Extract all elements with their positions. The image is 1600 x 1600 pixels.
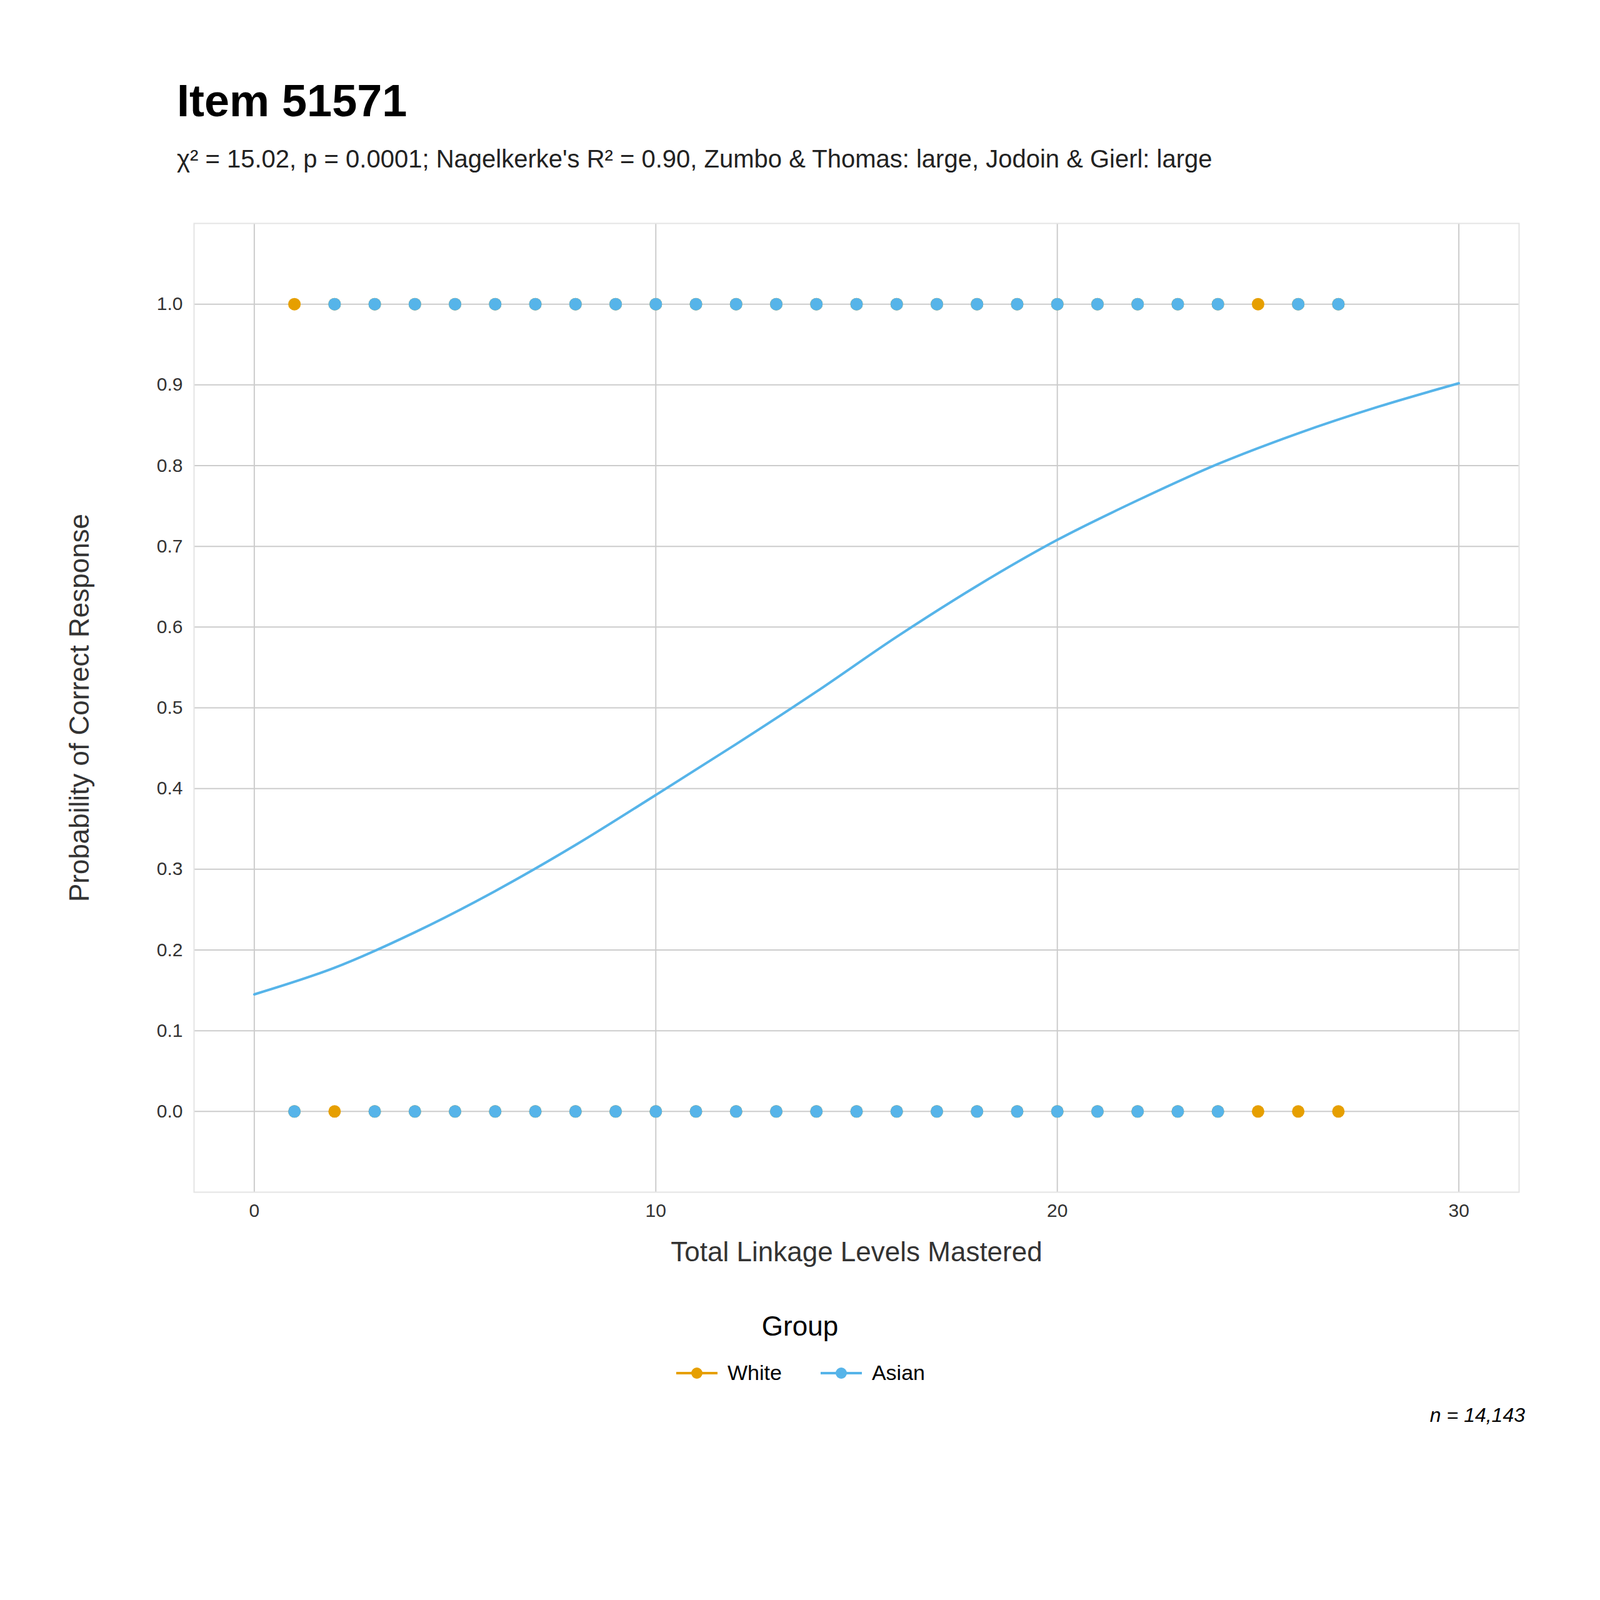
svg-text:30: 30 [1448, 1200, 1469, 1221]
svg-text:0.7: 0.7 [156, 535, 184, 557]
svg-text:1.0: 1.0 [156, 293, 184, 314]
svg-text:0.8: 0.8 [156, 455, 184, 476]
svg-text:0: 0 [249, 1200, 260, 1221]
html-text:White: White [727, 1360, 782, 1385]
html-text:Group: Group [761, 1310, 839, 1342]
svg-text:0.3: 0.3 [156, 858, 184, 879]
svg-text:0.2: 0.2 [156, 939, 184, 960]
svg-text:0.6: 0.6 [156, 616, 184, 637]
html-text:Item 51571: Item 51571 [176, 75, 408, 126]
svg-text:0.1: 0.1 [156, 1020, 184, 1041]
svg-text:0.9: 0.9 [156, 373, 184, 395]
html-text:n = 14,143: n = 14,143 [1429, 1403, 1525, 1427]
svg-text:20: 20 [1046, 1200, 1068, 1221]
svg-text:Total Linkage Levels Mastered: Total Linkage Levels Mastered [670, 1236, 1042, 1267]
svg-text:10: 10 [645, 1200, 667, 1221]
svg-text:0.5: 0.5 [156, 696, 184, 718]
svg-text:0.4: 0.4 [156, 777, 184, 799]
svg-text:0.0: 0.0 [156, 1100, 184, 1122]
html-text:χ² = 15.02, p = 0.0001; Nagelk: χ² = 15.02, p = 0.0001; Nagelkerke's R² … [176, 145, 1213, 173]
svg-text:Probability of Correct Respons: Probability of Correct Response [63, 513, 95, 902]
html-text:Asian: Asian [871, 1360, 925, 1385]
